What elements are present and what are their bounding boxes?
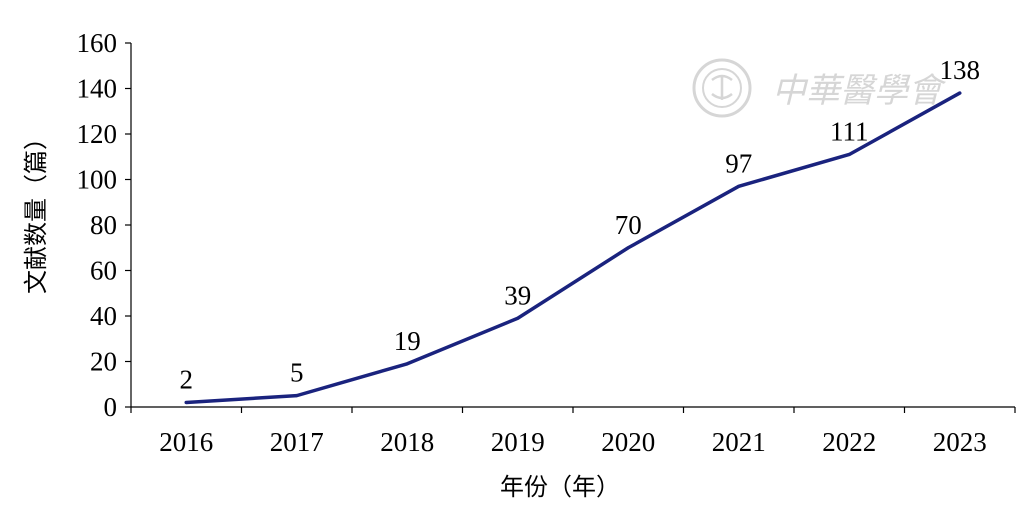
data-label: 39 (504, 280, 531, 310)
series-group (184, 91, 962, 405)
x-tick-label: 2017 (270, 427, 324, 457)
data-point (295, 394, 299, 398)
y-tick-label: 120 (77, 119, 118, 149)
y-tick-label: 100 (77, 165, 118, 195)
x-tick-label: 2021 (712, 427, 766, 457)
data-point (626, 246, 630, 250)
y-tick-label: 0 (104, 392, 118, 422)
data-label: 5 (290, 358, 304, 388)
data-label: 2 (180, 364, 194, 394)
data-point (847, 152, 851, 156)
y-tick-label: 20 (90, 347, 117, 377)
data-point (405, 362, 409, 366)
series-line (184, 91, 962, 405)
watermark: 中華醫學會 (692, 58, 947, 118)
x-tick-label: 2020 (601, 427, 655, 457)
data-label: 97 (725, 148, 752, 178)
data-point (184, 400, 188, 404)
data-labels: 2 5 19 39 70 97 111 138 (180, 55, 981, 394)
x-tick-label: 2016 (159, 427, 213, 457)
y-axis-ticks: 0 20 40 60 80 100 120 140 160 (77, 28, 131, 422)
x-tick-label: 2018 (380, 427, 434, 457)
data-label: 70 (615, 210, 642, 240)
x-axis-ticks: 2016 2017 2018 2019 2020 2021 2022 2023 (130, 407, 1016, 457)
y-tick-label: 80 (90, 210, 117, 240)
y-tick-label: 60 (90, 256, 117, 286)
y-axis-title: 文献数量（篇） (22, 126, 50, 294)
data-point (516, 316, 520, 320)
x-axis-title: 年份（年） (500, 473, 620, 501)
x-tick-label: 2023 (933, 427, 987, 457)
data-point (958, 91, 962, 95)
x-tick-label: 2019 (491, 427, 545, 457)
data-label: 19 (394, 326, 421, 356)
watermark-seal-icon (692, 58, 752, 118)
y-tick-label: 160 (77, 28, 118, 58)
data-label: 111 (830, 116, 869, 146)
y-tick-label: 40 (90, 301, 117, 331)
x-tick-label: 2022 (822, 427, 876, 457)
data-point (737, 184, 741, 188)
data-label: 138 (940, 55, 981, 85)
watermark-text: 中華醫學會 (772, 71, 947, 111)
y-tick-label: 140 (77, 74, 118, 104)
